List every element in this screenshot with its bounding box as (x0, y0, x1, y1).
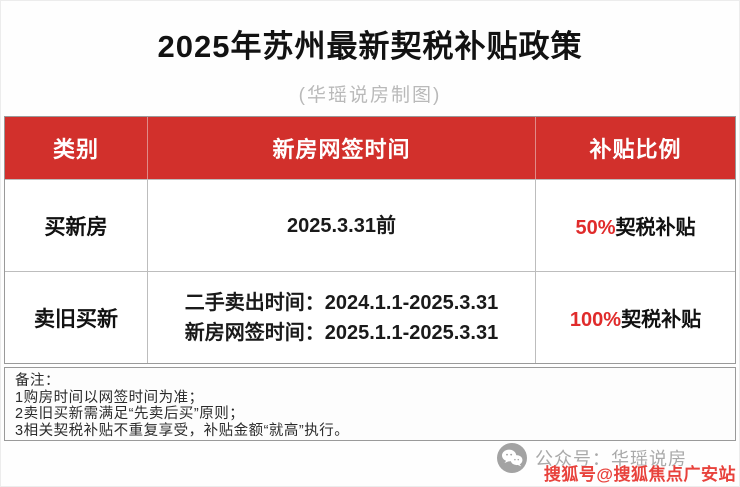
header-subsidy-ratio: 补贴比例 (535, 117, 735, 179)
subsidy-value: 50%契税补贴 (575, 211, 695, 240)
note-line: 2卖旧买新需满足“先卖后买”原则； (15, 406, 245, 422)
time-line: 新房网签时间：2025.1.1-2025.3.31 (184, 321, 499, 344)
row-subsidy-cell: 100%契税补贴 (535, 272, 735, 363)
subsidy-value: 100%契税补贴 (570, 303, 701, 332)
subsidy-percent: 100% (569, 309, 622, 331)
row-category: 买新房 (44, 215, 108, 239)
wechat-account-label: 公众号：华瑶说房 (535, 449, 687, 469)
time-line: 二手卖出时间：2024.1.1-2025.3.31 (184, 291, 499, 314)
table-row-buy-new: 买新房 2025.3.31前 50%契税补贴 (5, 179, 735, 271)
note-line: 1购房时间以网签时间为准； (15, 389, 204, 406)
table-row-sell-old-buy-new: 卖旧买新 二手卖出时间：2024.1.1-2025.3.31 新房网签时间：20… (5, 271, 735, 363)
wechat-icon (497, 443, 527, 473)
source-watermark: 搜狐号@搜狐焦点广安站 (543, 465, 736, 484)
subsidy-suffix: 契税补贴 (615, 217, 696, 239)
row-category: 卖旧买新 (34, 307, 118, 331)
subsidy-percent: 50% (575, 217, 616, 239)
row-time-cell: 二手卖出时间：2024.1.1-2025.3.31 新房网签时间：2025.1.… (147, 272, 535, 363)
policy-table: 类别 新房网签时间 补贴比例 买新房 2025.3.31前 50%契税补贴 卖旧… (4, 116, 736, 364)
footer: 公众号：华瑶说房 (497, 443, 687, 473)
note-line: 3相关契税补贴不重复享受，补贴金额“就高”执行。 (15, 422, 350, 439)
table-header-row: 类别 新房网签时间 补贴比例 (5, 117, 735, 179)
subsidy-suffix: 契税补贴 (621, 309, 702, 331)
page-subtitle: (华瑶说房制图) (298, 85, 442, 106)
row-subsidy-cell: 50%契税补贴 (535, 180, 735, 271)
time-line: 2025.3.31前 (287, 214, 396, 237)
header-sign-time: 新房网签时间 (147, 117, 535, 179)
notes-label: 备注： (15, 373, 60, 389)
page-title: 2025年苏州最新契税补贴政策 (157, 29, 583, 64)
notes-box: 备注： 1购房时间以网签时间为准； 2卖旧买新需满足“先卖后买”原则； 3相关契… (4, 367, 736, 441)
header-category: 类别 (52, 137, 99, 162)
row-time-cell: 2025.3.31前 (147, 180, 535, 271)
